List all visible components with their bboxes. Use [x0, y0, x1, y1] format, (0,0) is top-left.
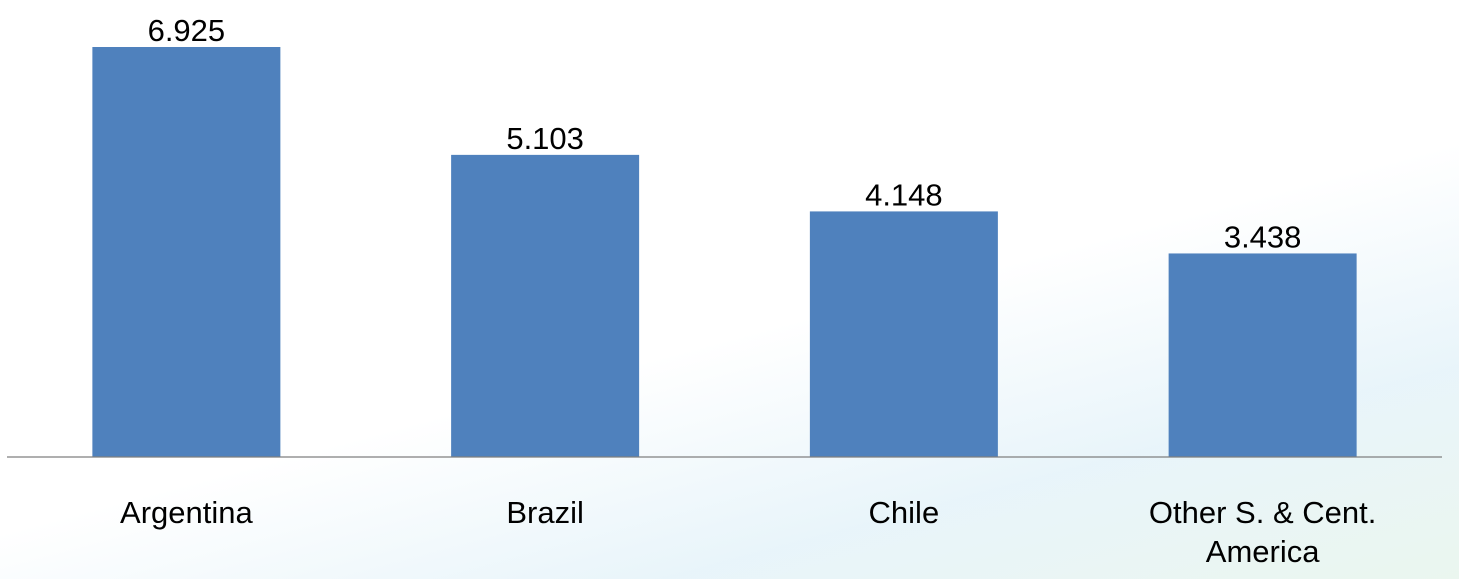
- data-label-brazil: 5.103: [506, 121, 584, 156]
- bar-argentina: [92, 47, 281, 457]
- data-labels-layer: 6.925 5.103 4.148 3.438: [148, 13, 1302, 254]
- category-label-other-s-cent-america-line-2: America: [1206, 534, 1320, 569]
- data-label-chile: 4.148: [865, 177, 943, 212]
- bars-layer: [92, 47, 1357, 457]
- category-label-argentina: Argentina: [120, 495, 253, 530]
- category-label-brazil: Brazil: [506, 495, 584, 530]
- category-label-other-s-cent-america-line-1: Other S. & Cent.: [1149, 495, 1376, 530]
- bar-other-s-cent-america: [1168, 253, 1357, 457]
- category-label-chile: Chile: [869, 495, 940, 530]
- data-label-other-s-cent-america: 3.438: [1224, 219, 1302, 254]
- bar-brazil: [451, 154, 640, 457]
- bar-chile: [809, 211, 998, 457]
- category-labels-layer: Argentina Brazil Chile Other S. & Cent. Amer…: [120, 495, 1376, 569]
- data-label-argentina: 6.925: [148, 13, 226, 48]
